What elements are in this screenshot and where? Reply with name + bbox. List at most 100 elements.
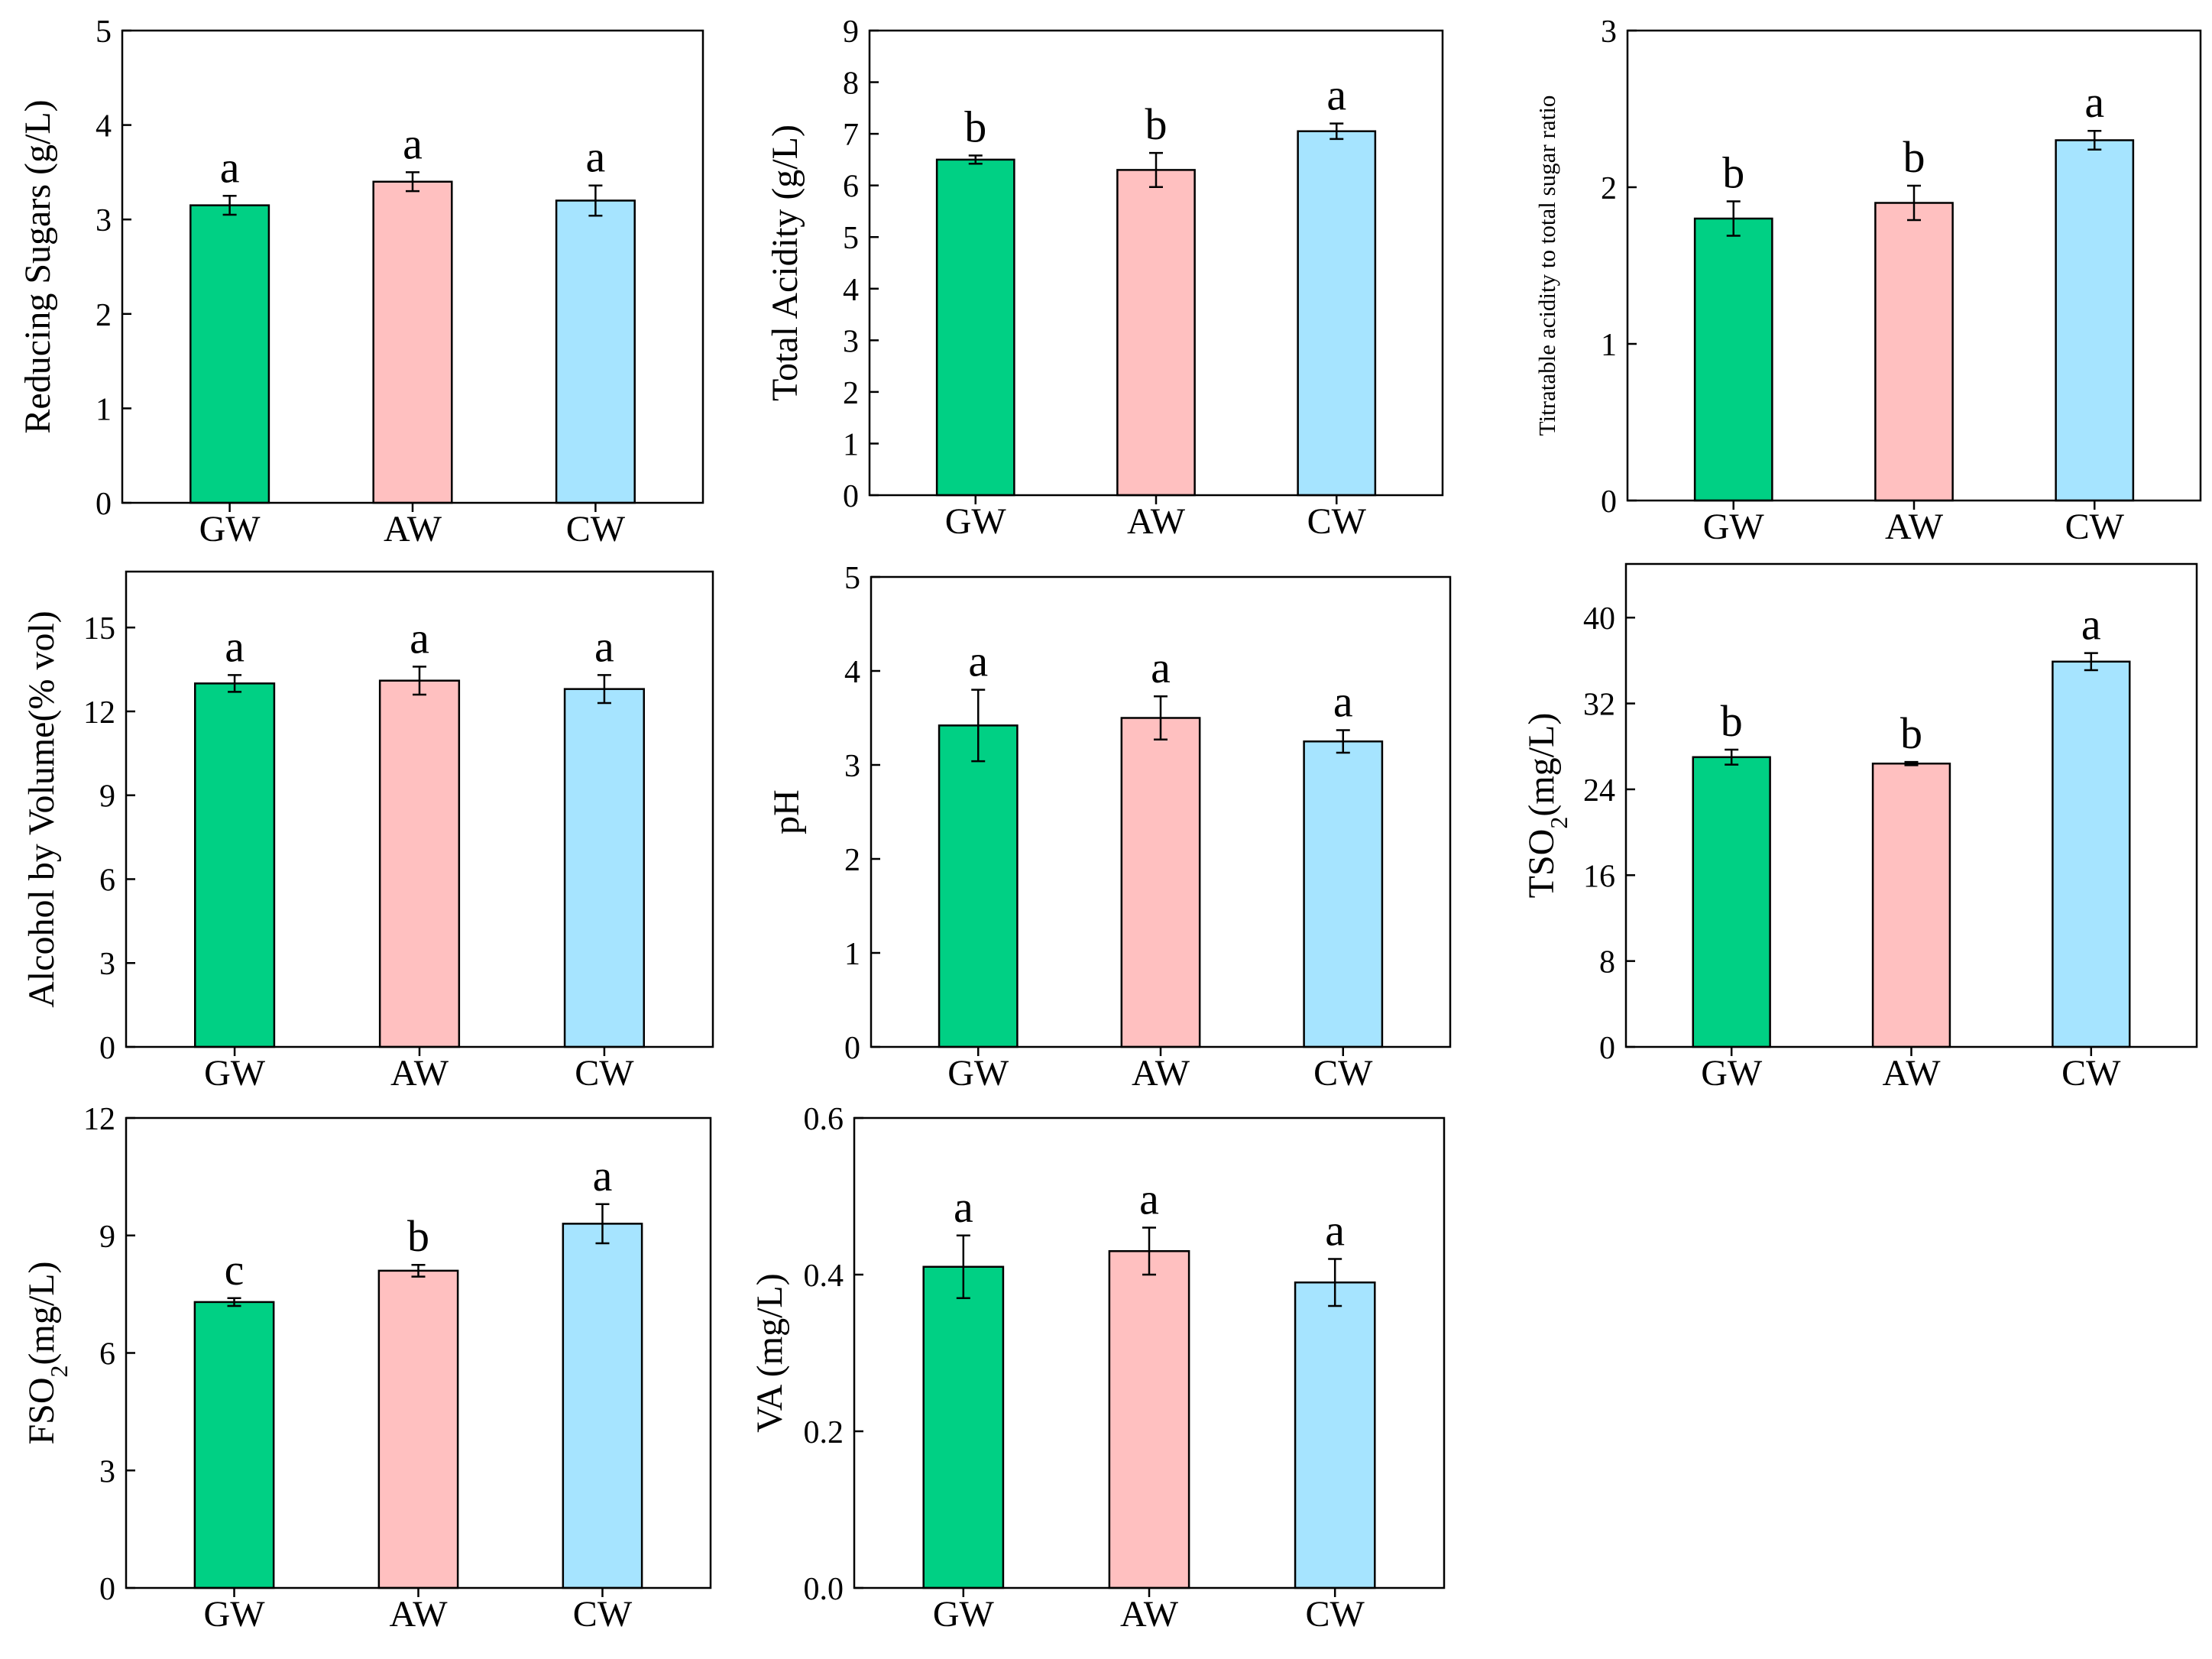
bar-gw [193, 682, 276, 1048]
significance-letter-cw: a [586, 132, 606, 182]
y-tick-label: 0 [99, 1572, 115, 1607]
y-tick-label: 2 [844, 843, 860, 878]
significance-letter-gw: a [954, 1182, 973, 1232]
y-tick-label: 0.2 [804, 1415, 844, 1450]
y-tick-label: 12 [83, 1102, 115, 1137]
error-bar-aw [1149, 151, 1163, 188]
significance-letter-aw: a [1151, 643, 1171, 692]
y-tick-label: 16 [1583, 859, 1615, 894]
y-tick-label: 0.6 [804, 1102, 844, 1137]
y-tick-label: 40 [1583, 601, 1615, 637]
significance-letter-gw: a [225, 621, 245, 671]
y-tick-label: 9 [99, 1220, 115, 1255]
y-tick-label: 5 [844, 561, 860, 596]
bar-cw [1297, 130, 1377, 497]
error-bar-cw [588, 184, 603, 217]
significance-letter-aw: a [403, 118, 423, 168]
error-bar-cw [1328, 1258, 1342, 1307]
y-tick-label: 0 [844, 1031, 860, 1066]
error-bar-cw [2084, 652, 2098, 672]
bar-gw [1692, 756, 1771, 1048]
y-axis-label: FSO2(mg/L) [21, 1261, 73, 1444]
y-axis-label-unit: (mg/L) [1521, 713, 1562, 817]
y-tick-label: 4 [843, 273, 859, 308]
x-tick-label-cw: CW [2065, 507, 2125, 547]
y-tick-label: 6 [99, 1337, 115, 1372]
error-bar-gw [956, 1234, 970, 1299]
y-tick-label: 0 [99, 1031, 115, 1066]
plot-frame [870, 575, 1452, 1048]
bar-cw [563, 688, 646, 1048]
y-tick-label: 5 [96, 15, 112, 50]
chart-panel-1: a GW a AW a CW 0 1 2 3 4 5 Reducing Sugars (g/L) [18, 15, 704, 549]
y-tick-label: 8 [1599, 945, 1615, 980]
bar-aw [1116, 169, 1196, 497]
y-axis-label-main: VA (mg/L) [750, 1273, 790, 1432]
x-tick-label-aw: AW [1882, 1053, 1941, 1094]
y-tick-label: 0 [1599, 1031, 1615, 1066]
significance-letter-cw: a [593, 1151, 613, 1201]
y-tick-label: 4 [96, 109, 112, 144]
x-tick-label-gw: GW [947, 1053, 1009, 1094]
error-bar-gw [222, 195, 237, 216]
x-tick-label-gw: GW [204, 1053, 266, 1094]
chart-panel-8: a GW a AW a CW 0.0 0.2 0.4 0.6 VA (mg/L) [750, 1102, 1446, 1635]
bar-aw [378, 679, 461, 1048]
error-bar-gw [227, 1297, 241, 1307]
x-tick-label-gw: GW [945, 501, 1007, 542]
x-tick-label-aw: AW [384, 509, 442, 549]
error-bar-aw [406, 171, 419, 193]
x-tick-label-aw: AW [389, 1594, 448, 1635]
y-tick-label: 2 [843, 376, 859, 411]
bar-aw [377, 1269, 459, 1589]
bar-gw [935, 158, 1015, 497]
significance-letter-aw: b [407, 1211, 429, 1261]
x-tick-label-gw: GW [199, 509, 261, 549]
x-tick-label-cw: CW [1313, 1053, 1373, 1094]
bar-cw [562, 1223, 643, 1589]
bar-cw [555, 199, 636, 504]
y-axis-label-main: Reducing Sugars (g/L) [18, 99, 58, 433]
y-tick-label: 4 [844, 655, 860, 690]
y-tick-label: 5 [843, 221, 859, 256]
chart-panel-6: b GW b AW a CW 0 8 16 24 32 40 TSO2(mg/L) [1521, 562, 2198, 1094]
bar-cw [1294, 1282, 1376, 1589]
x-tick-label-aw: AW [390, 1053, 449, 1094]
y-axis-label-unit: (mg/L) [21, 1261, 62, 1365]
chart-panel-7: c GW b AW a CW 0 3 6 9 12 FSO2(mg/L) [21, 1102, 712, 1635]
y-tick-label: 3 [99, 947, 115, 982]
y-axis-label: Total Acidity (g/L) [765, 125, 805, 401]
significance-letter-gw: b [1721, 696, 1743, 746]
y-tick-label: 1 [96, 392, 112, 427]
y-tick-label: 1 [843, 427, 859, 462]
error-bar-gw [1726, 200, 1741, 237]
bar-aw [1871, 762, 1951, 1048]
x-tick-label-cw: CW [575, 1053, 634, 1094]
error-bar-gw [228, 674, 242, 693]
x-tick-label-cw: CW [573, 1594, 633, 1635]
error-bar-aw [411, 1263, 426, 1278]
y-tick-label: 1 [844, 937, 860, 972]
y-tick-label: 8 [843, 66, 859, 102]
y-tick-label: 3 [844, 749, 860, 784]
significance-letter-cw: a [594, 621, 614, 671]
significance-letter-aw: a [1139, 1175, 1159, 1224]
x-tick-label-aw: AW [1127, 501, 1186, 542]
y-tick-label: 0 [843, 479, 859, 514]
chart-panel-5: a GW a AW a CW 0 1 2 3 4 5 pH [766, 561, 1452, 1094]
y-axis-label: Titratable acidity to total sugar ratio [1534, 96, 1560, 436]
plot-frame [853, 1116, 1446, 1589]
x-tick-label-aw: AW [1885, 507, 1944, 547]
x-tick-label-gw: GW [1703, 507, 1765, 547]
y-tick-label: 9 [99, 779, 115, 815]
significance-letter-aw: b [1903, 132, 1925, 182]
significance-letter-aw: a [410, 613, 429, 663]
y-tick-label: 6 [843, 170, 859, 205]
y-axis-label-subscript: 2 [1545, 817, 1572, 829]
y-axis-label-main: Titratable acidity to total sugar ratio [1534, 96, 1560, 436]
error-bar-cw [597, 674, 611, 705]
chart-panel-2: b GW b AW a CW 0 1 2 3 4 5 6 7 8 9 Total Acidity (g/L) [765, 15, 1444, 542]
error-bar-aw [1907, 184, 1921, 222]
y-axis-label-main: TSO [1521, 829, 1562, 899]
plot-frame [1624, 562, 2198, 1048]
